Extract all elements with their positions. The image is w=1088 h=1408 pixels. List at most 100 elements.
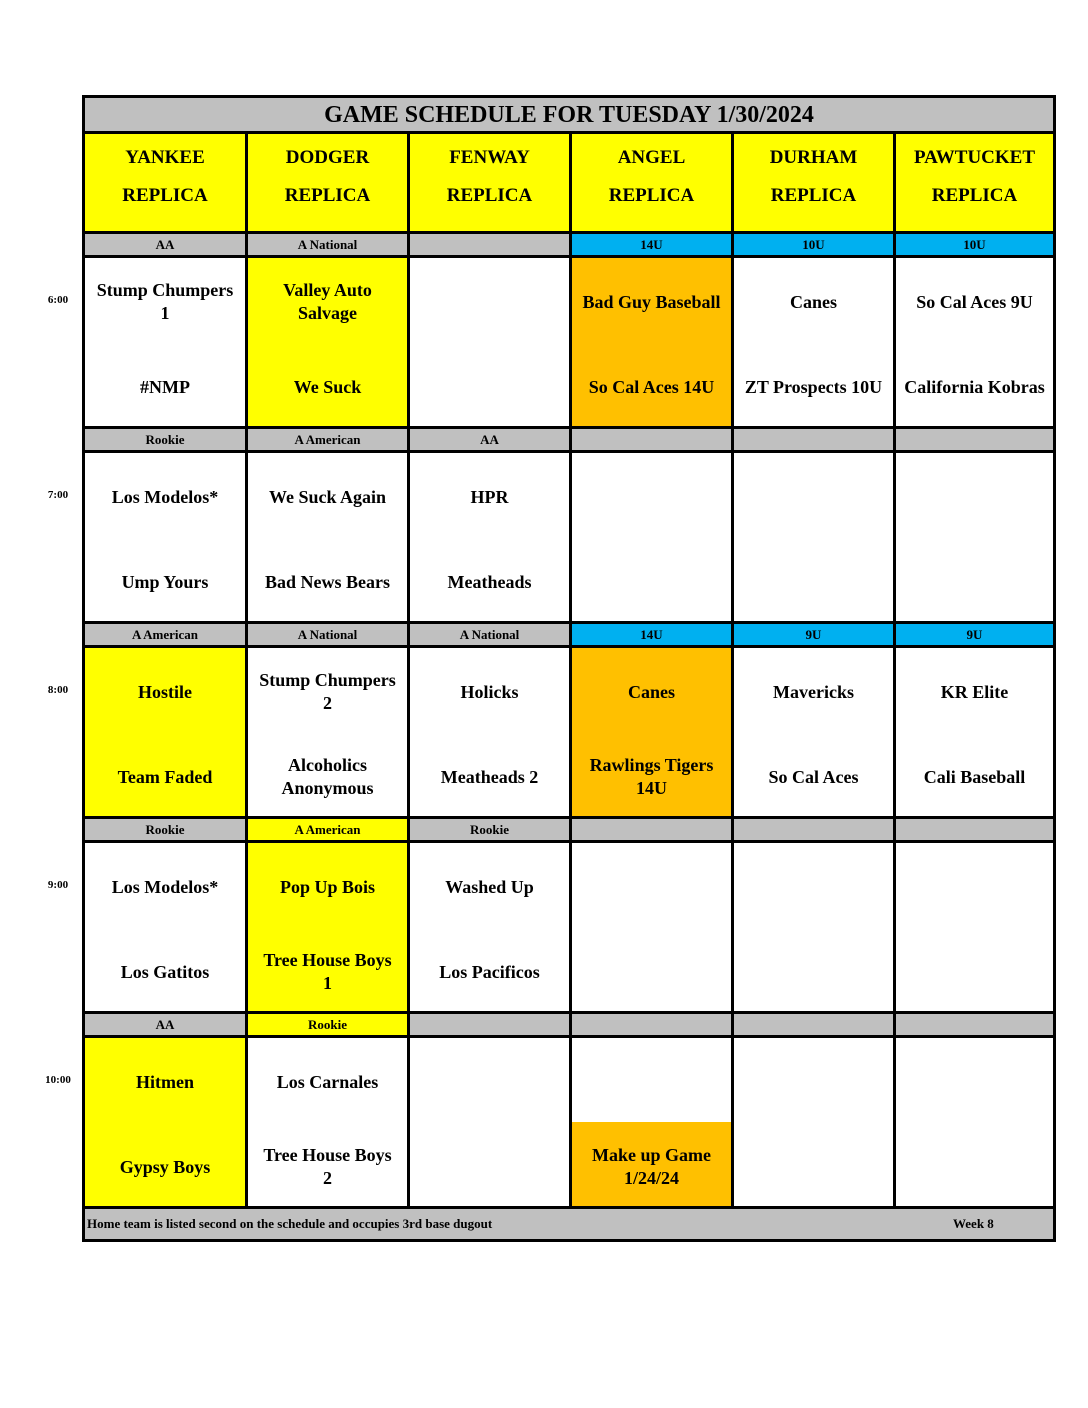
away-team: Valley Auto Salvage (283, 280, 372, 323)
home-team (734, 1141, 893, 1193)
venue-suffix: REPLICA (284, 185, 371, 206)
away-team: Los Modelos* (111, 486, 219, 507)
venue-name: FENWAY (449, 147, 530, 168)
home-team: Team Faded (117, 766, 213, 787)
division-label: 10U (896, 234, 1053, 255)
game-cell: Hitmen Gypsy Boys (85, 1038, 245, 1206)
division-label: A American (248, 429, 407, 450)
away-team: Los Modelos* (111, 876, 219, 897)
game-cell (734, 1038, 893, 1206)
home-team (734, 556, 893, 608)
division-label: 9U (896, 624, 1053, 645)
venue-name: YANKEE (125, 147, 205, 168)
division-label: 14U (572, 624, 731, 645)
division-label (734, 819, 893, 840)
game-cell: Canes ZT Prospects 10U (734, 258, 893, 426)
division-label: AA (410, 429, 569, 450)
game-cell: Washed Up Los Pacificos (410, 843, 569, 1011)
game-cell: KR Elite Cali Baseball (896, 648, 1053, 816)
division-label: Rookie (248, 1014, 407, 1035)
venue-name: PAWTUCKET (913, 147, 1036, 168)
away-team: We Suck Again (268, 486, 387, 507)
game-cell: Hostile Team Faded (85, 648, 245, 816)
division-label (896, 1014, 1053, 1035)
home-team: Tree House Boys 1 (263, 950, 392, 993)
game-cell: Pop Up Bois Tree House Boys 1 (248, 843, 407, 1011)
home-team: Tree House Boys 2 (263, 1145, 392, 1188)
game-cell (734, 843, 893, 1011)
time-label: 7:00 (47, 489, 69, 501)
home-team: Alcoholics Anonymous (281, 755, 374, 798)
division-label (734, 429, 893, 450)
away-team (896, 471, 1053, 523)
venue-header: ANGEL REPLICA (572, 134, 731, 231)
division-label: 10U (734, 234, 893, 255)
venue-header: PAWTUCKET REPLICA (896, 134, 1053, 231)
game-cell (896, 453, 1053, 621)
home-team (734, 946, 893, 998)
division-label: A American (248, 819, 407, 840)
division-label: 9U (734, 624, 893, 645)
venue-name: ANGEL (617, 147, 686, 168)
home-team (572, 556, 731, 608)
time-label: 10:00 (45, 1074, 71, 1086)
away-team (734, 471, 893, 523)
away-team (896, 1056, 1053, 1108)
division-label (734, 1014, 893, 1035)
division-label (572, 429, 731, 450)
home-team: Cali Baseball (923, 766, 1026, 787)
venue-header: DURHAM REPLICA (734, 134, 893, 231)
venue-name: DURHAM (769, 147, 858, 168)
away-team: Bad Guy Baseball (582, 291, 721, 312)
makeup-highlight (572, 1122, 731, 1206)
away-team: Hitmen (136, 1071, 194, 1092)
division-label: 14U (572, 234, 731, 255)
game-cell: Mavericks So Cal Aces (734, 648, 893, 816)
game-cell (572, 843, 731, 1011)
week-label: Week 8 (953, 1216, 994, 1231)
game-cell: Canes Rawlings Tigers 14U (572, 648, 731, 816)
game-cell: Stump Chumpers 2 Alcoholics Anonymous (248, 648, 407, 816)
away-team (572, 471, 731, 523)
away-team: Washed Up (445, 876, 534, 897)
away-team: Stump Chumpers 1 (96, 280, 234, 323)
schedule-title: GAME SCHEDULE FOR TUESDAY 1/30/2024 (85, 98, 1053, 131)
time-label: 6:00 (47, 294, 69, 306)
venue-suffix: REPLICA (446, 185, 533, 206)
venue-suffix: REPLICA (770, 185, 857, 206)
game-cell (896, 843, 1053, 1011)
home-team: Gypsy Boys (119, 1156, 211, 1177)
game-cell: Los Carnales Tree House Boys 2 (248, 1038, 407, 1206)
division-label: AA (85, 234, 245, 255)
away-team: Hostile (138, 681, 192, 702)
away-team: Pop Up Bois (279, 876, 376, 897)
away-team (896, 861, 1053, 913)
division-label: A National (248, 234, 407, 255)
home-team: Meatheads (447, 571, 532, 592)
away-team: Los Carnales (276, 1071, 379, 1092)
venue-suffix: REPLICA (122, 185, 208, 206)
away-team: Canes (627, 681, 675, 702)
game-cell (734, 453, 893, 621)
home-team (572, 946, 731, 998)
away-team: Holicks (460, 681, 519, 702)
away-team: HPR (470, 486, 509, 507)
division-label: Rookie (410, 819, 569, 840)
division-label: A National (248, 624, 407, 645)
home-team (896, 556, 1053, 608)
away-team (410, 276, 569, 328)
home-team: Los Pacificos (439, 961, 540, 982)
game-cell: So Cal Aces 9U California Kobras (896, 258, 1053, 426)
venue-suffix: REPLICA (931, 185, 1018, 206)
game-cell: Holicks Meatheads 2 (410, 648, 569, 816)
away-team (572, 1056, 731, 1108)
division-label (572, 1014, 731, 1035)
division-label (410, 234, 569, 255)
home-team (410, 361, 569, 413)
home-team: So Cal Aces 14U (588, 376, 715, 397)
game-cell (410, 258, 569, 426)
game-cell: We Suck Again Bad News Bears (248, 453, 407, 621)
footer-row: Home team is listed second on the schedu… (85, 1209, 1053, 1239)
division-label: AA (85, 1014, 245, 1035)
away-team: So Cal Aces 9U (916, 291, 1033, 312)
